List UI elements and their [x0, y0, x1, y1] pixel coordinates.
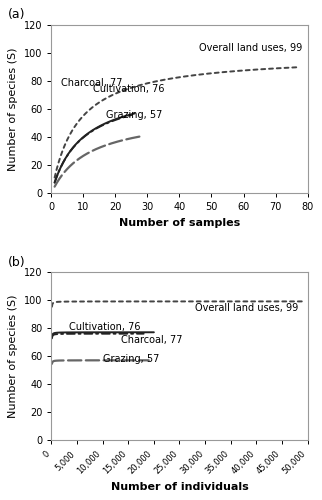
Text: Grazing, 57: Grazing, 57 — [106, 110, 162, 120]
X-axis label: Number of samples: Number of samples — [119, 218, 240, 228]
Text: Charcoal, 77: Charcoal, 77 — [120, 335, 182, 345]
Text: Overall land uses, 99: Overall land uses, 99 — [195, 302, 298, 312]
Text: (a): (a) — [8, 8, 25, 22]
Text: (b): (b) — [8, 256, 25, 268]
Y-axis label: Number of species (S): Number of species (S) — [8, 294, 18, 418]
Y-axis label: Number of species (S): Number of species (S) — [8, 47, 18, 170]
Text: Cultivation, 76: Cultivation, 76 — [93, 84, 165, 94]
Text: Grazing, 57: Grazing, 57 — [103, 354, 159, 364]
X-axis label: Number of individuals: Number of individuals — [110, 482, 248, 492]
Text: Cultivation, 76: Cultivation, 76 — [69, 322, 141, 332]
Text: Charcoal, 77: Charcoal, 77 — [61, 78, 123, 88]
Text: Overall land uses, 99: Overall land uses, 99 — [199, 43, 302, 53]
